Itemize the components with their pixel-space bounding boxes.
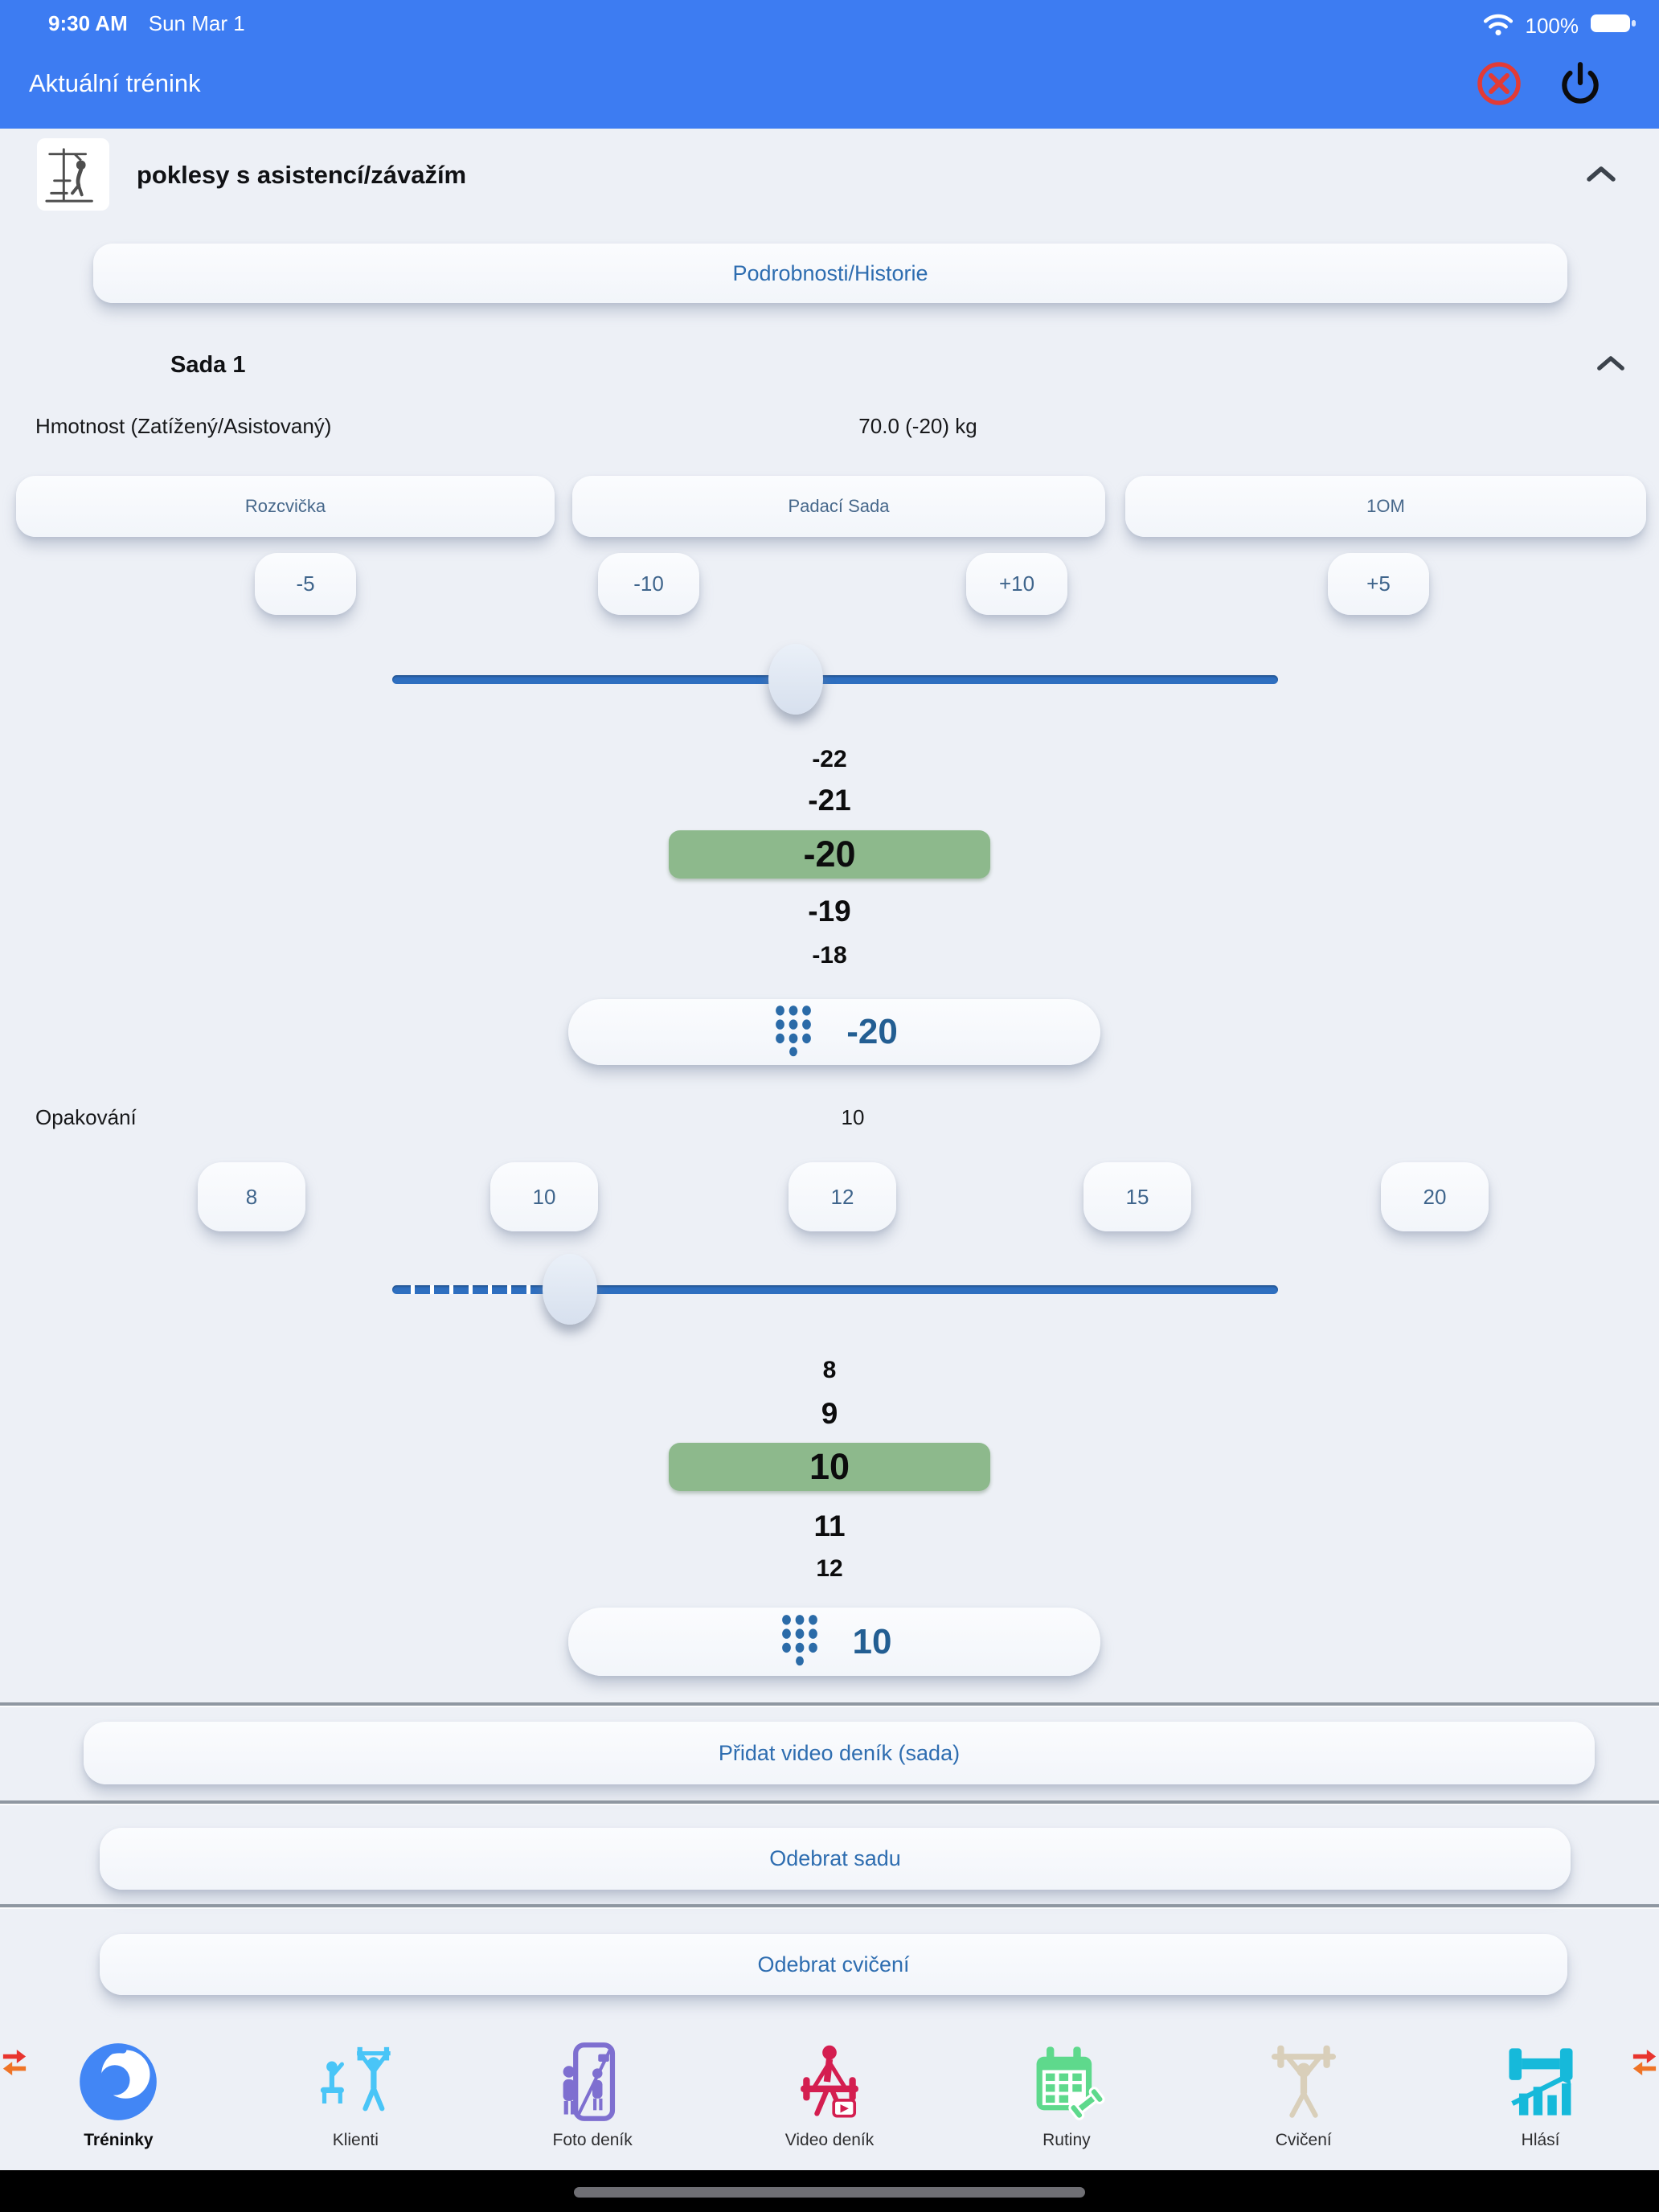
reps-picker-option[interactable]: 12 [816, 1555, 843, 1582]
reps-value: 10 [841, 1105, 865, 1129]
status-time: 9:30 AM [48, 11, 128, 35]
transfer-arrows-icon [1632, 2048, 1657, 2083]
exercise-title: poklesy s asistencí/závažím [137, 161, 467, 189]
weight-picker-option[interactable]: -21 [808, 784, 851, 817]
tab-treninky[interactable]: Tréninky [0, 2034, 237, 2170]
tab-label: Foto deník [552, 2131, 633, 2149]
reps-picker-option[interactable]: 8 [822, 1357, 837, 1383]
tab-label: Cvičení [1275, 2131, 1332, 2149]
tab-hlasi[interactable]: Hlásí [1422, 2034, 1659, 2170]
reps-preset-12-button[interactable]: 12 [789, 1162, 896, 1231]
reps-input[interactable]: 10 [568, 1608, 1100, 1676]
wifi-icon [1482, 11, 1514, 41]
status-bar-right: 100% [1482, 11, 1637, 41]
dialpad-icon [771, 1004, 816, 1061]
weight-value: 70.0 (-20) kg [858, 414, 977, 438]
exercise-collapse-chevron-up-icon[interactable] [1585, 164, 1617, 183]
reps-picker-option[interactable]: 11 [813, 1509, 846, 1542]
tab-cviceni[interactable]: Cvičení [1185, 2034, 1422, 2170]
home-indicator[interactable] [574, 2187, 1085, 2198]
weight-minus-5-button[interactable]: -5 [255, 553, 356, 615]
tab-rutiny[interactable]: Rutiny [948, 2034, 1185, 2170]
reps-input-value: 10 [852, 1621, 892, 1661]
reps-preset-8-button[interactable]: 8 [198, 1162, 305, 1231]
weight-picker-option[interactable]: -19 [808, 895, 851, 928]
exercises-icon [1262, 2040, 1346, 2128]
close-circle-icon[interactable] [1476, 60, 1522, 111]
weight-input-value: -20 [846, 1012, 898, 1051]
reps-picker-selected[interactable]: 10 [669, 1443, 990, 1491]
tab-label: Hlásí [1521, 2131, 1560, 2149]
set-title: Sada 1 [170, 352, 246, 378]
weight-slider-thumb[interactable] [768, 644, 823, 715]
reps-picker-option[interactable]: 9 [821, 1397, 838, 1430]
add-video-journal-button[interactable]: Přidat video deník (sada) [84, 1722, 1595, 1784]
exercise-thumbnail-icon [37, 138, 109, 211]
reps-slider-ticks [395, 1285, 573, 1294]
reps-label: Opakování [35, 1105, 137, 1129]
weight-plus-10-button[interactable]: +10 [966, 553, 1067, 615]
reps-preset-10-button[interactable]: 10 [490, 1162, 598, 1231]
battery-icon [1590, 12, 1636, 40]
reps-slider-track[interactable] [392, 1285, 1278, 1294]
dialpad-icon [777, 1613, 822, 1670]
photo-journal-icon [551, 2040, 634, 2128]
details-history-button[interactable]: Podrobnosti/Historie [93, 244, 1567, 303]
tab-label: Tréninky [84, 2131, 154, 2149]
tab-label: Klienti [332, 2131, 379, 2149]
home-indicator-area [0, 2170, 1659, 2212]
set-collapse-chevron-up-icon[interactable] [1596, 354, 1626, 372]
tab-video-denik[interactable]: Video deník [711, 2034, 948, 2170]
biceps-icon [76, 2040, 160, 2128]
battery-percent: 100% [1525, 14, 1579, 38]
transfer-arrows-icon [2, 2048, 27, 2083]
divider [0, 1702, 1659, 1706]
weight-slider-track[interactable] [392, 675, 1278, 684]
reps-slider-thumb[interactable] [543, 1254, 597, 1325]
status-bar-left: 9:30 AM Sun Mar 1 [48, 11, 245, 36]
video-journal-icon [788, 2040, 871, 2128]
reps-preset-15-button[interactable]: 15 [1083, 1162, 1191, 1231]
header-bar: 9:30 AM Sun Mar 1 100% Aktuální trénink [0, 0, 1659, 129]
weight-label: Hmotnost (Zatížený/Asistovaný) [35, 414, 332, 438]
clients-icon [313, 2040, 397, 2128]
weight-minus-10-button[interactable]: -10 [598, 553, 699, 615]
reports-icon [1499, 2040, 1583, 2128]
status-date: Sun Mar 1 [148, 11, 245, 35]
weight-preset-dropset-button[interactable]: Padací Sada [572, 476, 1105, 537]
tab-label: Rutiny [1043, 2131, 1091, 2149]
weight-picker-option[interactable]: -18 [812, 942, 847, 969]
tab-bar: Tréninky [0, 2034, 1659, 2170]
weight-input[interactable]: -20 [568, 999, 1100, 1065]
tab-klienti[interactable]: Klienti [237, 2034, 474, 2170]
weight-picker-option[interactable]: -22 [812, 746, 847, 772]
divider [0, 1800, 1659, 1804]
tab-label: Video deník [784, 2131, 875, 2149]
remove-exercise-button[interactable]: Odebrat cvičení [100, 1934, 1567, 1995]
remove-set-button[interactable]: Odebrat sadu [100, 1828, 1571, 1890]
reps-preset-20-button[interactable]: 20 [1381, 1162, 1489, 1231]
divider [0, 1904, 1659, 1907]
weight-picker-selected[interactable]: -20 [669, 830, 990, 879]
weight-preset-warmup-button[interactable]: Rozcvička [16, 476, 555, 537]
tab-foto-denik[interactable]: Foto deník [474, 2034, 711, 2170]
weight-preset-1rm-button[interactable]: 1OM [1125, 476, 1646, 537]
routines-calendar-icon [1025, 2040, 1108, 2128]
power-icon[interactable] [1558, 59, 1603, 112]
page-title: Aktuální trénink [29, 69, 201, 97]
weight-plus-5-button[interactable]: +5 [1328, 553, 1429, 615]
details-history-label: Podrobnosti/Historie [732, 260, 928, 285]
